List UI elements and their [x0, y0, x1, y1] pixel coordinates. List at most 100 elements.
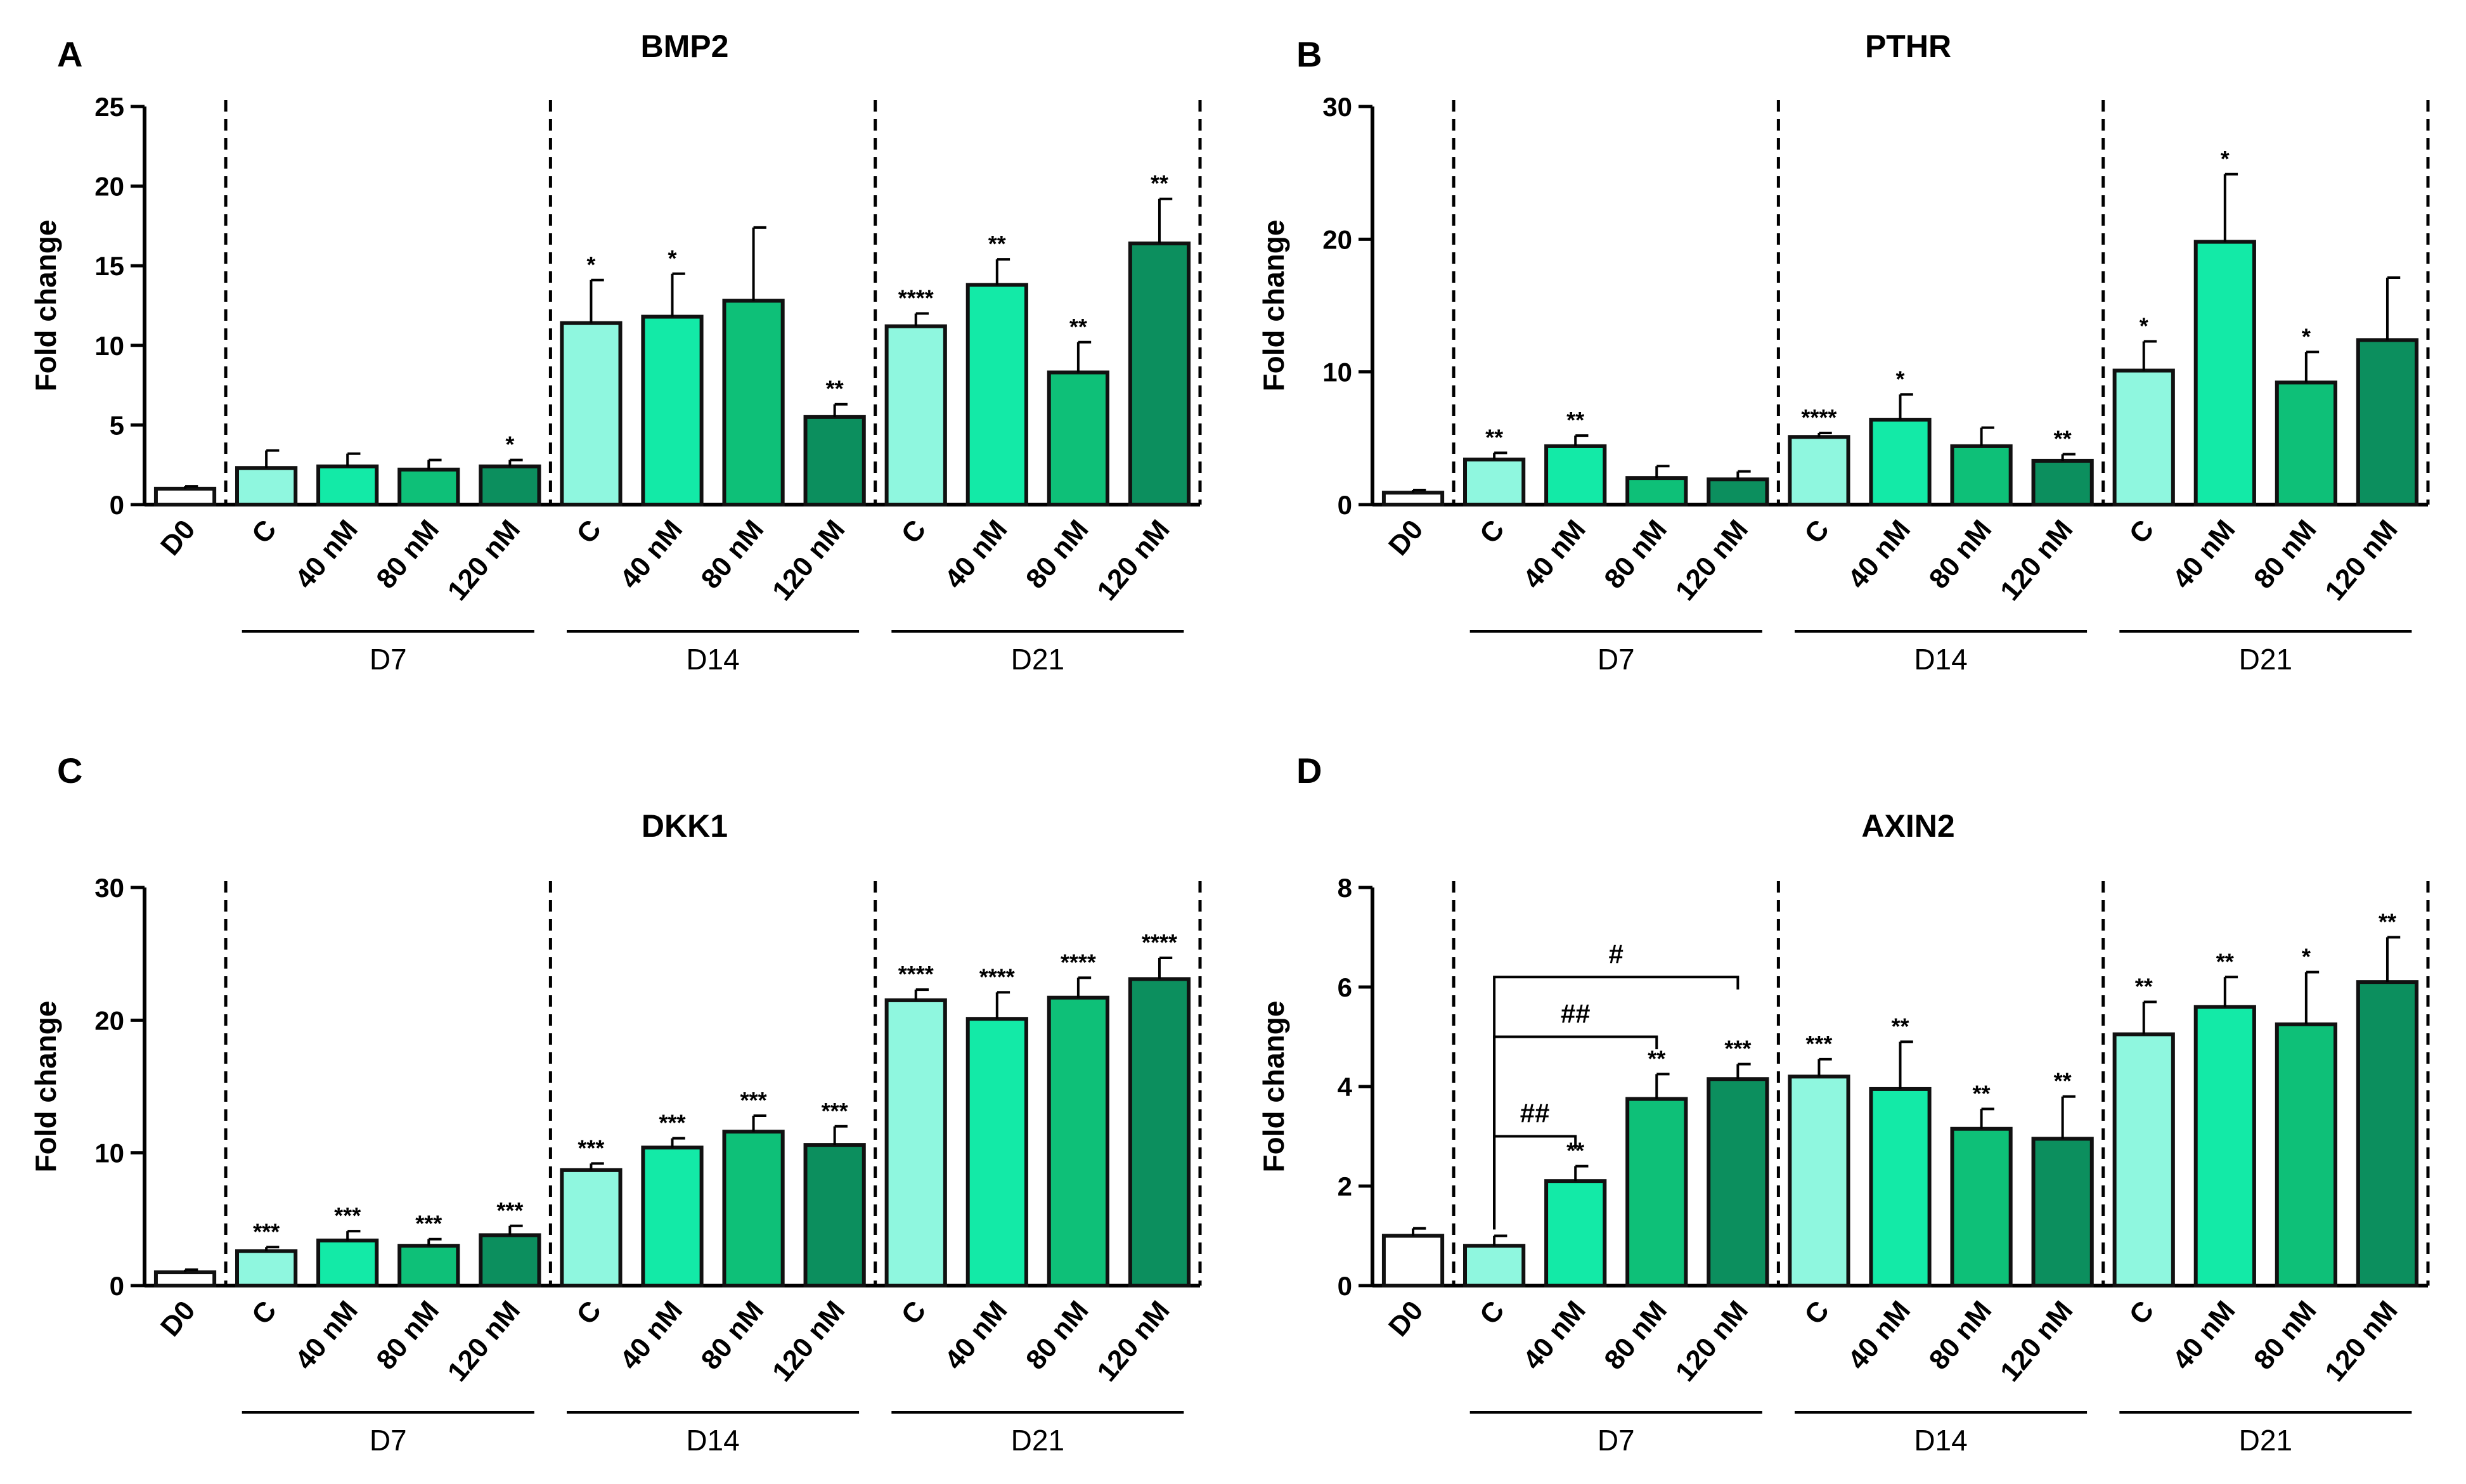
bar: [965, 1017, 1028, 1287]
bar: [1463, 1244, 1526, 1287]
significance-label: **: [1891, 1013, 1909, 1039]
group-label: D7: [370, 1424, 407, 1457]
bar: [479, 1233, 541, 1288]
y-axis-label: Fold change: [1257, 220, 1290, 392]
significance-label: **: [1648, 1045, 1665, 1071]
bar: [1381, 1234, 1445, 1287]
bar: [884, 324, 947, 506]
y-tick-label: 10: [94, 1139, 124, 1168]
x-tick-label: 40 nM: [1517, 514, 1592, 595]
panel-c: C DKK1 0 10 20 30 Fold change D0 *** C *** 40 nM ***…: [29, 751, 1202, 1457]
significance-label: **: [826, 376, 844, 402]
bar: [560, 321, 623, 506]
bar: [235, 466, 298, 506]
bar: [2356, 980, 2419, 1288]
x-tick-label: D0: [1383, 514, 1430, 562]
x-tick-label: C: [1798, 1295, 1835, 1331]
group-label: D14: [686, 643, 739, 676]
significance-label: **: [2135, 974, 2153, 1000]
significance-label: ****: [898, 961, 934, 987]
x-tick-label: 80 nM: [1020, 514, 1095, 595]
significance-label: ***: [496, 1197, 523, 1223]
x-tick-label: C: [571, 514, 607, 550]
panel-label: B: [1296, 34, 1322, 74]
x-tick-label: 40 nM: [289, 514, 364, 595]
x-tick-label: 120 nM: [1091, 514, 1175, 607]
x-tick-label: C: [571, 1295, 607, 1331]
bar: [1381, 491, 1445, 506]
bar: [1544, 1179, 1607, 1288]
bracket-label: #: [1609, 939, 1624, 969]
y-tick-label: 8: [1338, 873, 1352, 903]
y-tick-label: 0: [110, 1271, 124, 1301]
x-tick-label: 40 nM: [939, 1295, 1014, 1376]
x-tick-label: C: [246, 1295, 283, 1331]
x-tick-label: 120 nM: [766, 1295, 851, 1388]
bar: [1707, 477, 1769, 507]
x-tick-label: D0: [1383, 1295, 1430, 1343]
x-tick-label: 80 nM: [2248, 514, 2323, 595]
panel-label: A: [57, 34, 82, 74]
x-tick-label: 120 nM: [442, 514, 526, 607]
bar: [1047, 370, 1109, 507]
bar: [803, 1143, 866, 1288]
x-tick-label: 80 nM: [1598, 1295, 1673, 1376]
significance-label: **: [2054, 425, 2072, 451]
x-tick-label: 80 nM: [1020, 1295, 1095, 1376]
x-tick-label: 120 nM: [2319, 514, 2403, 607]
bar: [1788, 1074, 1850, 1288]
x-tick-label: C: [2123, 514, 2160, 550]
significance-label: **: [988, 231, 1006, 257]
x-tick-label: 80 nM: [370, 1295, 445, 1376]
bar: [560, 1168, 623, 1287]
bar: [1047, 995, 1109, 1288]
bar: [803, 415, 866, 507]
x-tick-label: D0: [155, 1295, 202, 1343]
bar: [2112, 368, 2175, 506]
x-tick-label: 80 nM: [1923, 1295, 1998, 1376]
x-tick-label: C: [2123, 1295, 2160, 1331]
x-tick-label: 120 nM: [1670, 1295, 1754, 1388]
chart-title: PTHR: [1865, 29, 1951, 64]
chart-title: DKK1: [642, 808, 728, 844]
bar: [2275, 380, 2337, 506]
y-tick-label: 15: [94, 251, 124, 281]
x-tick-label: 40 nM: [614, 514, 688, 595]
significance-label: *: [2140, 313, 2148, 339]
group-label: D14: [1914, 1424, 1967, 1457]
bar: [316, 1238, 379, 1287]
x-tick-label: 80 nM: [370, 514, 445, 595]
significance-label: **: [1973, 1080, 1991, 1106]
bar: [1950, 1126, 2013, 1287]
x-tick-label: 120 nM: [1994, 514, 2079, 607]
bar: [965, 283, 1028, 506]
bar: [1544, 444, 1607, 506]
bar: [2031, 458, 2094, 506]
y-tick-label: 20: [94, 1005, 124, 1035]
bar: [235, 1249, 298, 1288]
y-axis-label: Fold change: [29, 1001, 62, 1173]
significance-label: *: [586, 252, 595, 278]
bar: [2031, 1137, 2094, 1288]
x-tick-label: 120 nM: [2319, 1295, 2403, 1388]
bar: [2193, 240, 2256, 506]
y-axis-label: Fold change: [29, 220, 62, 392]
bracket-label: ##: [1520, 1099, 1550, 1128]
significance-label: *: [2302, 323, 2311, 349]
chart-title: AXIN2: [1861, 808, 1954, 844]
x-tick-label: 120 nM: [1670, 514, 1754, 607]
group-label: D21: [2239, 1424, 2292, 1457]
significance-label: **: [1151, 171, 1168, 197]
x-tick-label: 40 nM: [1842, 1295, 1916, 1376]
significance-label: *: [2302, 943, 2311, 969]
y-tick-label: 0: [1338, 490, 1352, 520]
x-tick-label: C: [1474, 514, 1511, 550]
x-tick-label: C: [895, 1295, 932, 1331]
x-tick-label: 40 nM: [1517, 1295, 1592, 1376]
group-label: D14: [1914, 643, 1967, 676]
x-tick-label: 80 nM: [1598, 514, 1673, 595]
significance-label: ***: [822, 1098, 848, 1124]
significance-label: ****: [1061, 949, 1096, 975]
